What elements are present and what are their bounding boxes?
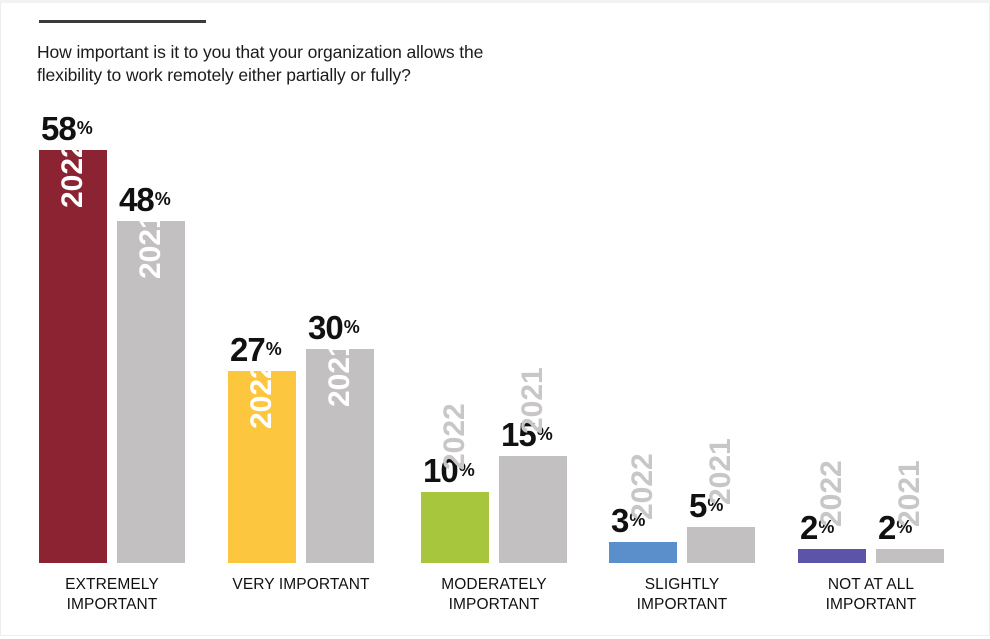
bar-value-label: 2% (800, 511, 834, 544)
bar-value-label: 48% (119, 183, 171, 216)
percent-symbol: % (536, 423, 553, 444)
bar-chart-plot-area: 58% 2022 48% 2021 EXTREMELY IMPORTANT 27% 2022… (1, 3, 990, 639)
year-label-2021: 2021 (704, 438, 737, 505)
year-label-2021: 2021 (516, 367, 549, 434)
bar-value-number: 58 (41, 110, 77, 147)
category-label-5: NOT AT ALL IMPORTANT (825, 576, 917, 613)
bar-2022-2[interactable] (228, 371, 296, 563)
year-label-2022: 2022 (626, 453, 659, 520)
percent-symbol: % (896, 516, 913, 537)
year-label-2022: 2022 (245, 362, 278, 429)
year-label-2022: 2022 (438, 403, 471, 470)
bar-value-label: 3% (611, 504, 645, 537)
page-title: How important is it to you that your org… (37, 42, 484, 86)
year-label-2022: 2022 (815, 460, 848, 527)
bar-value-label: 2% (878, 511, 912, 544)
bar-2021-4[interactable] (687, 527, 755, 563)
bar-2021-2[interactable] (306, 349, 374, 563)
percent-symbol: % (707, 494, 724, 515)
bar-2022-3[interactable] (421, 492, 489, 563)
bar-value-number: 10 (423, 452, 459, 489)
bar-value-number: 2 (878, 509, 896, 546)
category-label-2: VERY IMPORTANT (232, 576, 370, 593)
year-label-2022: 2022 (56, 141, 89, 208)
percent-symbol: % (265, 338, 282, 359)
bar-value-number: 48 (119, 181, 155, 218)
category-label-1: EXTREMELY IMPORTANT (65, 576, 159, 613)
year-label-2021: 2021 (893, 460, 926, 527)
bar-value-label: 5% (689, 489, 723, 522)
bar-value-number: 15 (501, 416, 537, 453)
bar-2021-3[interactable] (499, 456, 567, 563)
percent-symbol: % (818, 516, 835, 537)
bar-value-number: 30 (308, 309, 344, 346)
percent-symbol: % (629, 509, 646, 530)
category-label-3: MODERATELY IMPORTANT (441, 576, 547, 613)
bar-value-label: 27% (230, 333, 282, 366)
bar-value-number: 3 (611, 502, 629, 539)
bar-value-label: 10% (423, 454, 475, 487)
bar-value-number: 2 (800, 509, 818, 546)
year-label-2021: 2021 (323, 340, 356, 407)
bar-2022-5[interactable] (798, 549, 866, 563)
bar-value-label: 15% (501, 418, 553, 451)
bar-2022-4[interactable] (609, 542, 677, 563)
bar-value-label: 58% (41, 112, 93, 145)
percent-symbol: % (458, 459, 475, 480)
year-label-2021: 2021 (134, 212, 167, 279)
bar-2021-1[interactable] (117, 221, 185, 563)
percent-symbol: % (76, 117, 93, 138)
header-rule (39, 20, 206, 23)
percent-symbol: % (154, 188, 171, 209)
bar-value-label: 30% (308, 311, 360, 344)
category-label-4: SLIGHTLY IMPORTANT (636, 576, 728, 613)
bar-2021-5[interactable] (876, 549, 944, 563)
bar-value-number: 5 (689, 487, 707, 524)
percent-symbol: % (343, 316, 360, 337)
bar-2022-1[interactable] (39, 150, 107, 563)
bar-value-number: 27 (230, 331, 266, 368)
